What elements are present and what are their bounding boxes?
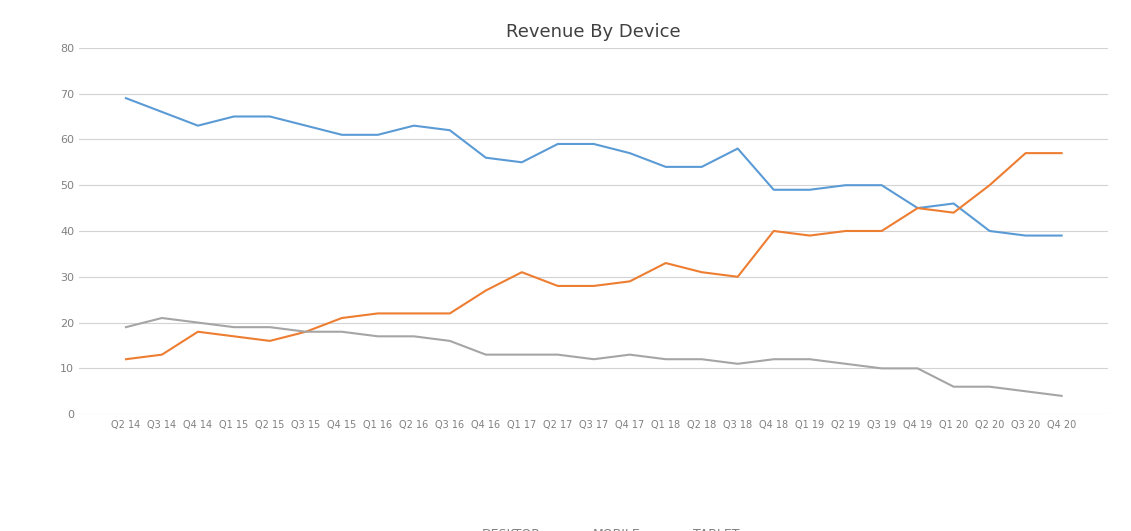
MOBILE xyxy=(371,310,385,316)
MOBILE xyxy=(443,310,457,316)
DESKTOP xyxy=(119,95,132,101)
TABLET xyxy=(443,338,457,344)
DESKTOP xyxy=(803,186,817,193)
TABLET xyxy=(1019,388,1033,395)
Line: MOBILE: MOBILE xyxy=(126,153,1062,359)
MOBILE xyxy=(480,287,493,294)
Title: Revenue By Device: Revenue By Device xyxy=(507,23,681,41)
TABLET xyxy=(839,361,853,367)
TABLET xyxy=(803,356,817,363)
MOBILE xyxy=(191,329,205,335)
DESKTOP xyxy=(480,155,493,161)
MOBILE xyxy=(335,315,348,321)
DESKTOP xyxy=(407,123,421,129)
MOBILE xyxy=(1055,150,1069,156)
TABLET xyxy=(875,365,889,372)
DESKTOP xyxy=(299,123,312,129)
MOBILE xyxy=(551,283,564,289)
TABLET xyxy=(155,315,169,321)
DESKTOP xyxy=(623,150,637,156)
TABLET xyxy=(407,333,421,339)
MOBILE xyxy=(155,352,169,358)
DESKTOP xyxy=(1019,233,1033,239)
DESKTOP xyxy=(371,132,385,138)
DESKTOP xyxy=(1055,233,1069,239)
TABLET xyxy=(1055,393,1069,399)
MOBILE xyxy=(983,182,996,189)
MOBILE xyxy=(839,228,853,234)
DESKTOP xyxy=(910,205,924,211)
TABLET xyxy=(335,329,348,335)
TABLET xyxy=(515,352,528,358)
DESKTOP xyxy=(191,123,205,129)
TABLET xyxy=(983,383,996,390)
DESKTOP xyxy=(264,113,277,119)
DESKTOP xyxy=(587,141,601,147)
MOBILE xyxy=(264,338,277,344)
DESKTOP xyxy=(443,127,457,133)
DESKTOP xyxy=(947,200,960,207)
DESKTOP xyxy=(694,164,708,170)
DESKTOP xyxy=(767,186,780,193)
TABLET xyxy=(371,333,385,339)
MOBILE xyxy=(659,260,673,266)
DESKTOP xyxy=(155,109,169,115)
MOBILE xyxy=(947,210,960,216)
MOBILE xyxy=(299,329,312,335)
TABLET xyxy=(587,356,601,363)
MOBILE xyxy=(587,283,601,289)
DESKTOP xyxy=(227,113,241,119)
TABLET xyxy=(767,356,780,363)
MOBILE xyxy=(407,310,421,316)
DESKTOP xyxy=(335,132,348,138)
TABLET xyxy=(659,356,673,363)
Legend: DESKTOP, MOBILE, TABLET: DESKTOP, MOBILE, TABLET xyxy=(443,523,744,531)
Line: DESKTOP: DESKTOP xyxy=(126,98,1062,236)
DESKTOP xyxy=(839,182,853,189)
TABLET xyxy=(623,352,637,358)
DESKTOP xyxy=(875,182,889,189)
MOBILE xyxy=(694,269,708,276)
DESKTOP xyxy=(731,145,744,152)
TABLET xyxy=(947,383,960,390)
TABLET xyxy=(480,352,493,358)
DESKTOP xyxy=(551,141,564,147)
TABLET xyxy=(227,324,241,330)
TABLET xyxy=(731,361,744,367)
TABLET xyxy=(694,356,708,363)
MOBILE xyxy=(227,333,241,339)
TABLET xyxy=(119,324,132,330)
DESKTOP xyxy=(983,228,996,234)
DESKTOP xyxy=(659,164,673,170)
MOBILE xyxy=(910,205,924,211)
TABLET xyxy=(551,352,564,358)
MOBILE xyxy=(119,356,132,363)
MOBILE xyxy=(803,233,817,239)
MOBILE xyxy=(1019,150,1033,156)
TABLET xyxy=(299,329,312,335)
MOBILE xyxy=(731,273,744,280)
DESKTOP xyxy=(515,159,528,166)
MOBILE xyxy=(623,278,637,285)
MOBILE xyxy=(767,228,780,234)
MOBILE xyxy=(515,269,528,276)
TABLET xyxy=(191,320,205,326)
TABLET xyxy=(910,365,924,372)
MOBILE xyxy=(875,228,889,234)
Line: TABLET: TABLET xyxy=(126,318,1062,396)
TABLET xyxy=(264,324,277,330)
